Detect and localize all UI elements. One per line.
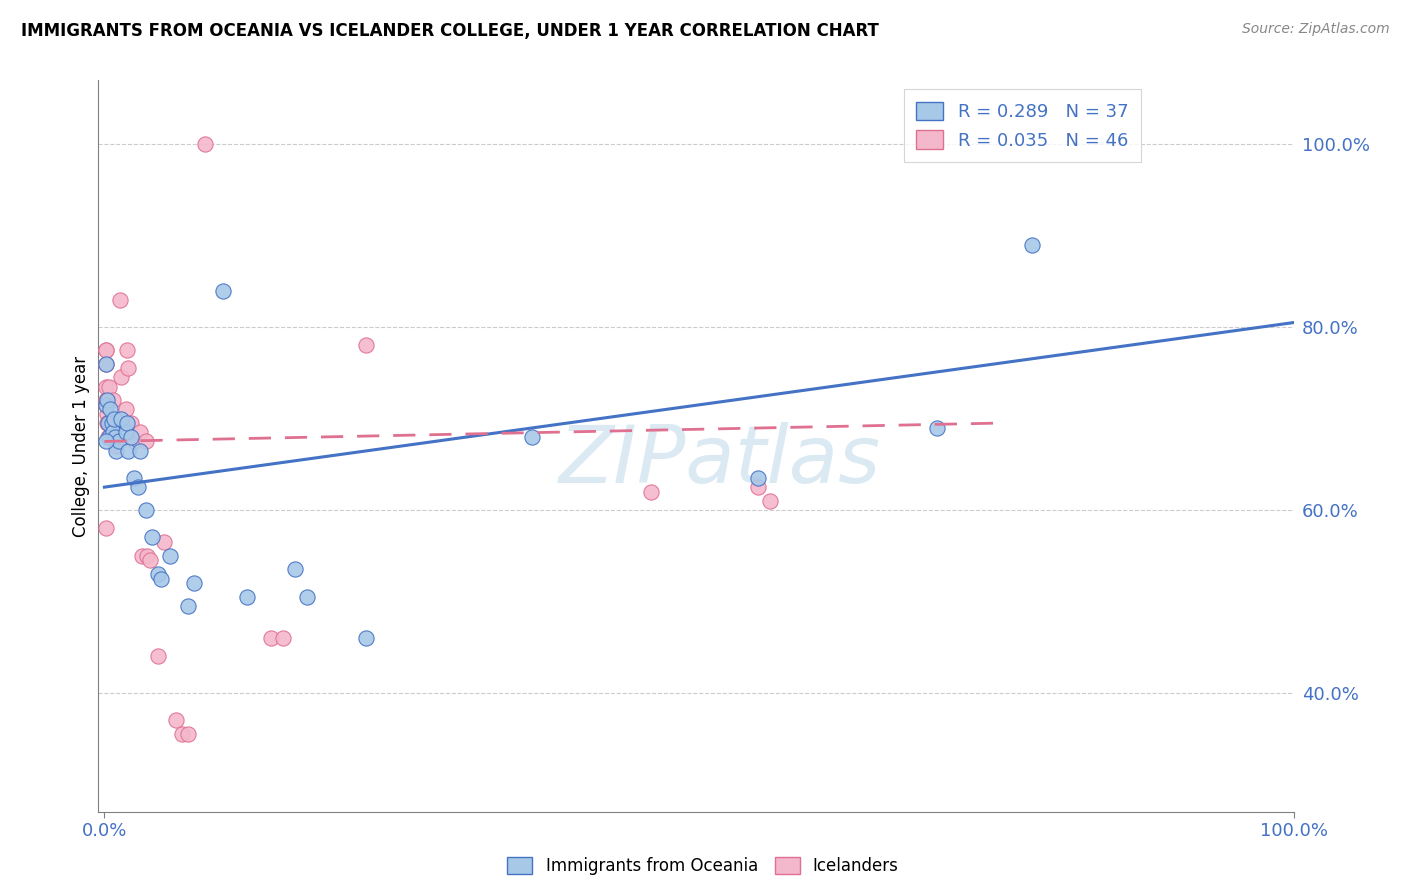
- Point: [103, 411, 125, 425]
- Point: [159, 549, 181, 563]
- Point: [98, 379, 121, 393]
- Point: [260, 631, 283, 645]
- Legend: R = 0.289   N = 37, R = 0.035   N = 46: R = 0.289 N = 37, R = 0.035 N = 46: [904, 89, 1142, 162]
- Point: [135, 503, 157, 517]
- Point: [104, 430, 127, 444]
- Point: [98, 402, 121, 417]
- Point: [111, 416, 134, 430]
- Point: [165, 714, 187, 728]
- Point: [105, 439, 128, 453]
- Point: [146, 649, 169, 664]
- Point: [131, 549, 153, 563]
- Point: [97, 393, 120, 408]
- Point: [115, 416, 138, 430]
- Point: [522, 430, 544, 444]
- Point: [122, 434, 145, 449]
- Point: [94, 357, 117, 371]
- Point: [97, 416, 120, 430]
- Point: [98, 416, 121, 430]
- Point: [105, 443, 128, 458]
- Point: [747, 471, 769, 485]
- Point: [127, 480, 149, 494]
- Point: [107, 434, 129, 449]
- Point: [236, 590, 259, 604]
- Point: [354, 631, 377, 645]
- Point: [271, 631, 294, 645]
- Point: [101, 425, 124, 440]
- Point: [747, 480, 769, 494]
- Point: [112, 416, 135, 430]
- Point: [295, 590, 318, 604]
- Point: [101, 393, 124, 408]
- Point: [141, 530, 163, 544]
- Point: [146, 567, 169, 582]
- Point: [94, 398, 117, 412]
- Text: ZIPatlas: ZIPatlas: [558, 422, 882, 500]
- Point: [150, 572, 173, 586]
- Point: [640, 484, 662, 499]
- Point: [136, 549, 159, 563]
- Point: [117, 443, 139, 458]
- Point: [183, 576, 205, 591]
- Point: [1021, 238, 1043, 252]
- Point: [114, 425, 136, 440]
- Point: [108, 293, 131, 307]
- Point: [94, 434, 117, 449]
- Point: [96, 393, 118, 408]
- Point: [98, 430, 121, 444]
- Point: [110, 411, 132, 425]
- Point: [97, 416, 120, 430]
- Point: [96, 416, 118, 430]
- Point: [176, 727, 198, 741]
- Point: [284, 562, 307, 576]
- Point: [212, 284, 235, 298]
- Point: [120, 430, 142, 444]
- Point: [94, 398, 117, 412]
- Point: [122, 471, 145, 485]
- Point: [94, 343, 117, 357]
- Point: [759, 494, 782, 508]
- Point: [115, 343, 138, 357]
- Point: [94, 357, 117, 371]
- Point: [138, 553, 160, 567]
- Text: Source: ZipAtlas.com: Source: ZipAtlas.com: [1241, 22, 1389, 37]
- Point: [100, 430, 122, 444]
- Point: [925, 421, 948, 435]
- Point: [354, 338, 377, 352]
- Point: [94, 521, 117, 535]
- Legend: Immigrants from Oceania, Icelanders: Immigrants from Oceania, Icelanders: [499, 849, 907, 884]
- Point: [98, 430, 121, 444]
- Point: [110, 370, 132, 384]
- Y-axis label: College, Under 1 year: College, Under 1 year: [72, 355, 90, 537]
- Point: [170, 727, 193, 741]
- Point: [94, 379, 117, 393]
- Point: [194, 137, 217, 152]
- Point: [100, 416, 122, 430]
- Point: [96, 407, 118, 421]
- Point: [129, 425, 152, 440]
- Point: [94, 343, 117, 357]
- Point: [94, 393, 117, 408]
- Point: [135, 434, 157, 449]
- Point: [103, 421, 125, 435]
- Point: [176, 599, 198, 613]
- Point: [120, 416, 142, 430]
- Point: [97, 430, 120, 444]
- Point: [114, 402, 136, 417]
- Point: [129, 443, 152, 458]
- Point: [153, 535, 176, 549]
- Point: [117, 361, 139, 376]
- Point: [96, 393, 118, 408]
- Text: IMMIGRANTS FROM OCEANIA VS ICELANDER COLLEGE, UNDER 1 YEAR CORRELATION CHART: IMMIGRANTS FROM OCEANIA VS ICELANDER COL…: [21, 22, 879, 40]
